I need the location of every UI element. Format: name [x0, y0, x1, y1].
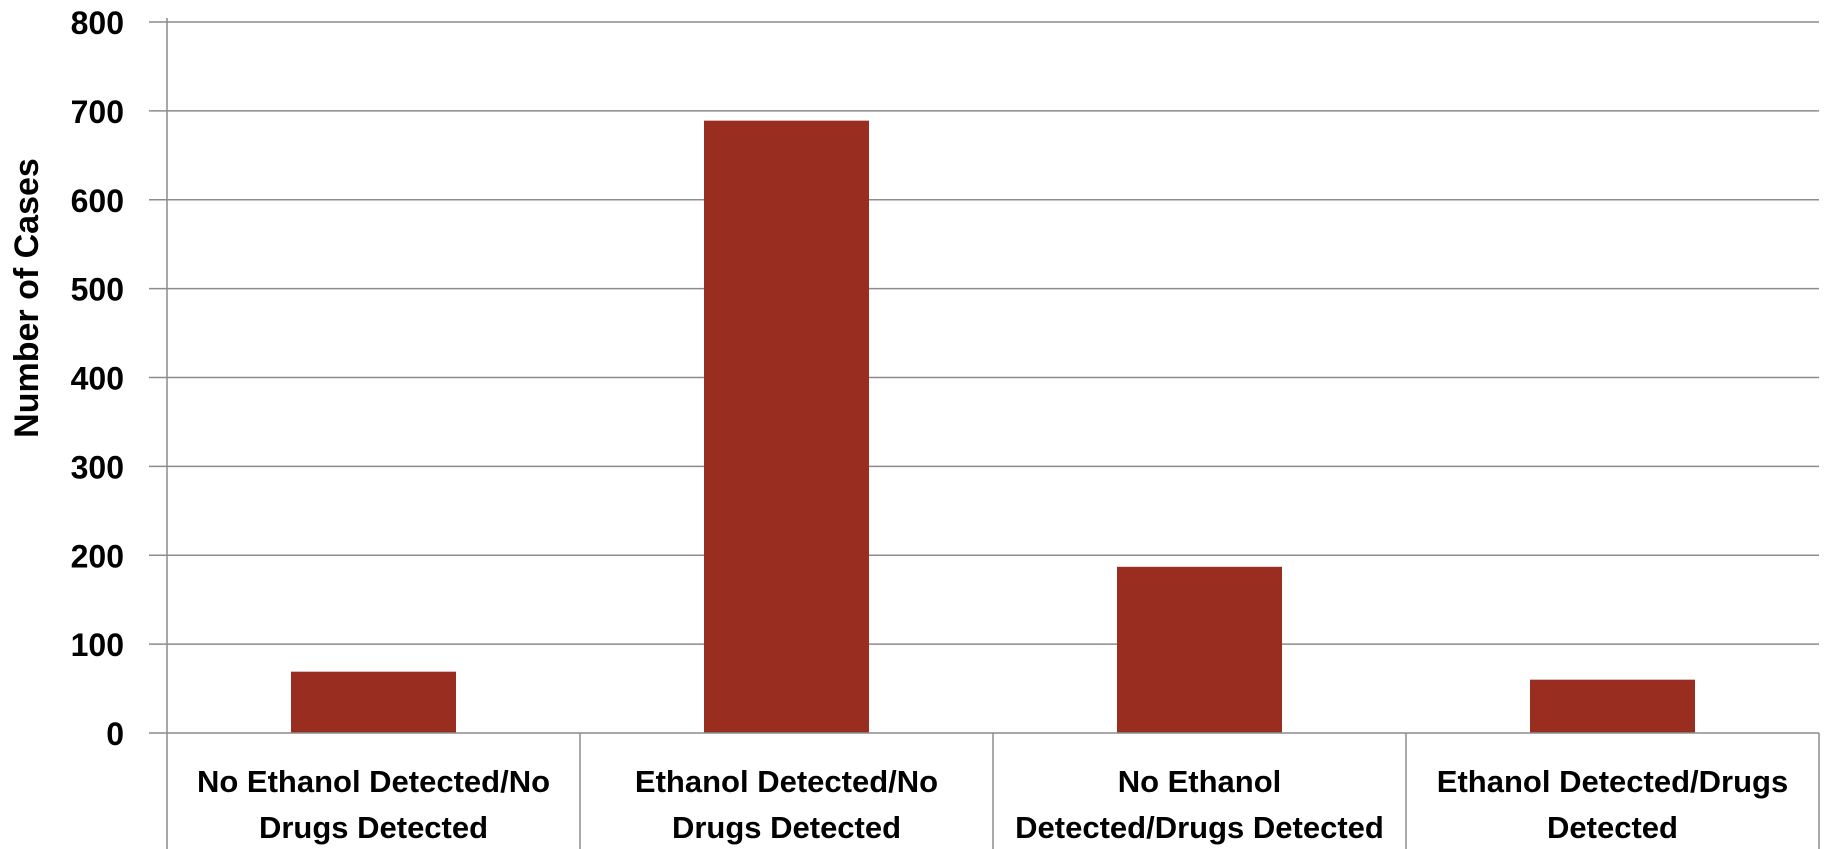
- x-category-label: No Ethanol Detected/No: [197, 764, 550, 799]
- x-category-label: Drugs Detected: [259, 810, 488, 845]
- x-category-label: Detected/Drugs Detected: [1015, 810, 1384, 845]
- y-tick-labels: 0 100 200 300 400 500 600 700 800: [71, 5, 124, 752]
- y-tick-label: 0: [106, 716, 124, 752]
- y-tick-label: 300: [71, 449, 124, 485]
- bar: [1530, 679, 1695, 733]
- y-tick-label: 200: [71, 538, 124, 574]
- y-axis-title: Number of Cases: [8, 158, 46, 438]
- y-tick-label: 800: [71, 5, 124, 41]
- bar: [1117, 566, 1282, 733]
- x-category-label: Drugs Detected: [672, 810, 901, 845]
- bar: [704, 120, 869, 734]
- y-tick-label: 400: [71, 361, 124, 397]
- x-category-label: Ethanol Detected/No: [635, 764, 938, 799]
- x-category-labels: No Ethanol Detected/No Drugs Detected Etha…: [197, 764, 1788, 845]
- y-tick-label: 500: [71, 272, 124, 308]
- x-category-label: Ethanol Detected/Drugs: [1437, 764, 1788, 799]
- x-category-label: Detected: [1547, 810, 1678, 845]
- axes: [149, 18, 1820, 849]
- y-tick-label: 100: [71, 627, 124, 663]
- x-category-label: No Ethanol: [1118, 764, 1282, 799]
- y-tick-label: 600: [71, 183, 124, 219]
- gridlines: [149, 21, 1819, 645]
- y-tick-label: 700: [71, 94, 124, 130]
- bars: [291, 120, 1695, 734]
- bar: [291, 671, 456, 733]
